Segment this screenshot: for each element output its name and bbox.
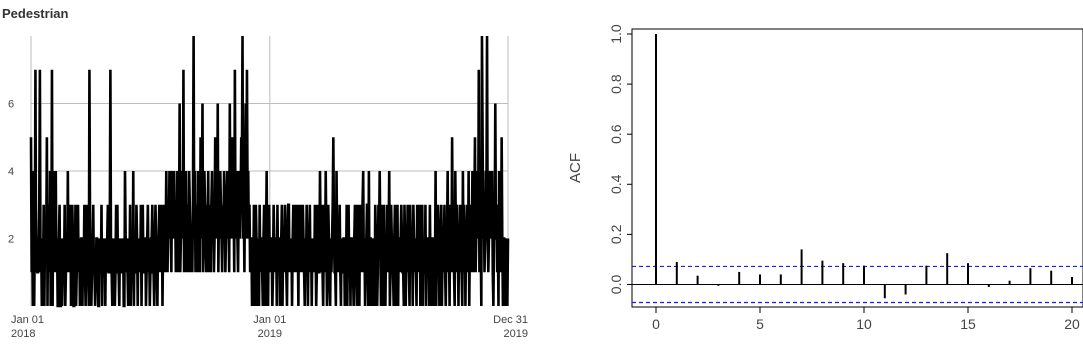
x-tick-label-year: 2018 [11,328,35,340]
x-tick-label-year: 2019 [258,328,282,340]
x-axis: 0 5 10 15 20 [652,307,1080,332]
x-tick-label: Jan 01 [253,314,286,326]
acf-bars [655,34,1073,299]
x-tick-label: 10 [856,316,872,332]
y-axis: 2 4 6 [8,99,14,246]
y-tick-label: 1.0 [608,24,624,44]
y-tick-label: 6 [8,99,14,111]
y-axis-label: ACF [567,153,584,183]
y-tick-label: 0.8 [608,74,624,94]
x-tick-label: Dec 31 [493,314,528,326]
acf-panel: ACF 0.0 0.2 0.4 0.6 0.8 1.0 0 5 10 15 20 [567,24,1083,332]
series-line-pedestrian [29,35,510,308]
x-tick-label: 5 [756,316,764,332]
y-tick-label: 0.2 [608,224,624,244]
x-tick-label: 0 [652,316,660,332]
y-tick-label: 0.6 [608,124,624,144]
pedestrian-timeseries-panel: Pedestrian 2 4 6 Jan 01 2018 Jan 01 2019 Dec 3… [2,6,528,340]
x-axis: Jan 01 2018 Jan 01 2019 Dec 31 2019 [11,314,528,340]
plot-frame [631,28,1083,308]
x-tick-label: Jan 01 [11,314,44,326]
y-tick-label: 0.0 [608,275,624,295]
y-tick-label: 2 [8,234,14,246]
y-tick-label: 4 [8,166,14,178]
chart-title: Pedestrian [2,6,69,21]
y-tick-label: 0.4 [608,174,624,194]
x-tick-label: 15 [960,316,976,332]
y-axis: 0.0 0.2 0.4 0.6 0.8 1.0 [608,24,632,294]
x-tick-label-year: 2019 [504,328,528,340]
x-tick-label: 20 [1064,316,1080,332]
confidence-bands [632,265,1083,304]
